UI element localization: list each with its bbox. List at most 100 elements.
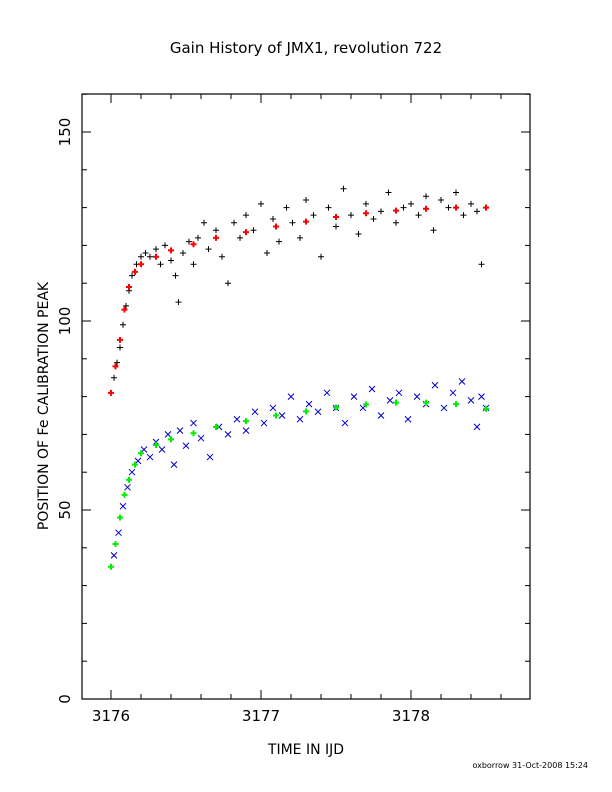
data-point <box>368 385 376 393</box>
data-point <box>453 204 459 211</box>
data-point <box>168 257 174 264</box>
data-point <box>478 261 485 268</box>
data-point <box>323 389 331 397</box>
series-1 <box>108 204 489 396</box>
data-point <box>213 234 219 241</box>
data-point <box>129 272 135 279</box>
data-point <box>237 234 243 241</box>
data-point <box>121 306 128 313</box>
data-point <box>172 272 179 279</box>
data-point <box>355 231 362 238</box>
data-point <box>258 200 264 207</box>
data-point <box>431 381 439 389</box>
x-tick-label: 3178 <box>392 707 430 725</box>
y-tick-label: 50 <box>56 500 74 519</box>
data-point <box>458 378 466 385</box>
data-point <box>117 344 123 351</box>
data-point <box>278 412 286 419</box>
plot-frame <box>81 93 531 700</box>
tick-labels: 0 50 100 150 3176 3177 3178 <box>56 118 430 725</box>
data-point <box>168 436 174 443</box>
data-point <box>190 261 197 268</box>
data-point <box>296 415 304 423</box>
data-point <box>269 404 277 412</box>
data-point <box>243 418 249 425</box>
data-point <box>110 552 118 559</box>
data-point <box>251 408 259 416</box>
data-point <box>340 185 347 192</box>
data-point <box>325 204 332 211</box>
data-point <box>120 321 126 328</box>
data-point <box>250 227 257 234</box>
data-point <box>108 389 114 396</box>
data-point <box>333 214 339 221</box>
data-point <box>152 438 160 446</box>
data-point <box>423 193 429 200</box>
data-point <box>114 359 120 366</box>
data-point <box>126 283 132 290</box>
x-tick-label: 3176 <box>92 707 130 725</box>
data-point <box>186 238 192 245</box>
data-point <box>147 253 153 260</box>
data-point <box>453 189 459 196</box>
data-point <box>201 219 207 226</box>
data-point <box>195 234 201 241</box>
data-point <box>142 249 149 256</box>
data-point <box>430 227 437 234</box>
series-layer <box>108 185 490 570</box>
data-point <box>408 200 414 207</box>
data-point <box>162 242 168 249</box>
x-axis-label: TIME IN IJD <box>267 742 344 758</box>
data-point <box>124 483 131 491</box>
data-point <box>153 441 159 448</box>
y-tick-label: 100 <box>56 307 74 336</box>
data-point <box>350 393 358 400</box>
data-point <box>445 204 452 211</box>
data-point <box>233 415 241 423</box>
data-point <box>132 461 138 468</box>
data-point <box>138 450 144 457</box>
data-point <box>483 204 489 211</box>
x-tick-label: 3177 <box>242 707 280 725</box>
data-point <box>400 204 407 211</box>
data-point <box>111 374 117 381</box>
data-point <box>438 197 444 204</box>
data-point <box>264 249 270 256</box>
series-2 <box>110 378 490 559</box>
data-point <box>168 247 174 254</box>
data-point <box>287 393 295 400</box>
data-point <box>478 393 485 400</box>
y-tick-label: 150 <box>56 118 74 147</box>
data-point <box>303 197 309 204</box>
footer-signature: oxborrow 31-Oct-2008 15:24 <box>472 761 588 770</box>
data-point <box>121 491 128 498</box>
data-point <box>289 219 296 226</box>
data-point <box>146 453 154 461</box>
data-point <box>423 205 429 212</box>
data-point <box>273 223 279 230</box>
data-point <box>153 253 159 260</box>
data-point <box>333 404 339 411</box>
data-point <box>303 218 309 225</box>
y-axis-label: POSITION OF Fe CALIBRATION PEAK <box>36 281 52 530</box>
data-point <box>108 563 114 570</box>
data-point <box>318 253 324 260</box>
data-point <box>243 229 249 236</box>
data-point <box>117 336 123 343</box>
data-point <box>449 389 457 397</box>
data-point <box>126 476 132 483</box>
data-point <box>260 419 268 427</box>
data-point <box>305 400 313 408</box>
data-point <box>363 200 369 207</box>
data-point <box>423 399 429 406</box>
data-point <box>190 241 197 248</box>
data-point <box>213 227 219 234</box>
data-point <box>453 401 459 408</box>
series-3 <box>108 399 489 570</box>
data-point <box>117 514 123 521</box>
data-point <box>157 261 164 268</box>
data-point <box>158 446 166 453</box>
data-point <box>310 212 317 219</box>
data-point <box>273 412 279 419</box>
data-point <box>377 412 385 419</box>
